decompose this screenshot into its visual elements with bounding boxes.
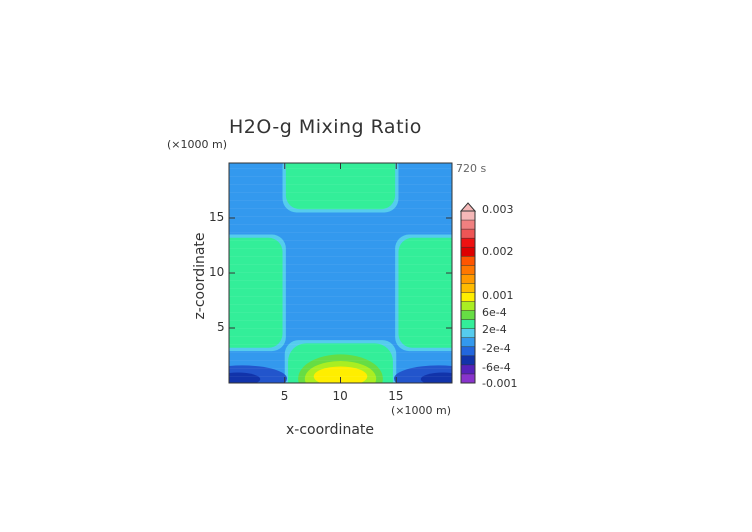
colorbar-swatch <box>461 373 475 384</box>
colorbar-label: 0.003 <box>482 203 514 216</box>
colorbar-swatch <box>461 283 475 293</box>
colorbar-swatch <box>461 301 475 312</box>
colorbar-label: 0.002 <box>482 245 514 258</box>
chart-title: H2O-g Mixing Ratio <box>229 116 422 138</box>
y-axis-label: z-coordinate <box>192 232 208 320</box>
x-axis-unit: (×1000 m) <box>391 404 452 417</box>
colorbar-label: -2e-4 <box>482 342 511 355</box>
colorbar-swatch <box>461 247 475 257</box>
y-tick-label: 5 <box>217 320 225 334</box>
x-tick-label: 15 <box>388 389 404 403</box>
colorbar-swatch <box>461 355 475 366</box>
colorbar-swatch <box>461 328 475 339</box>
colorbar-swatch <box>461 364 475 375</box>
colorbar-swatch <box>461 265 475 275</box>
x-axis-label: x-coordinate <box>286 422 375 438</box>
colorbar-swatch <box>461 238 475 248</box>
z-axis-unit: (×1000 m) <box>167 138 228 151</box>
colorbar-label: 2e-4 <box>482 323 507 336</box>
colorbar-swatch <box>461 337 475 348</box>
colorbar-swatch <box>461 256 475 266</box>
colorbar-swatch <box>461 274 475 284</box>
colorbar-swatch <box>461 310 475 321</box>
colorbar-label: 0.001 <box>482 289 514 302</box>
colorbar-swatch <box>461 220 475 230</box>
colorbar-label: -6e-4 <box>482 361 511 374</box>
colorbar-swatch <box>461 319 475 330</box>
colorbar-swatch <box>461 346 475 357</box>
x-tick-label: 5 <box>280 389 289 403</box>
colorbar-swatch <box>461 229 475 239</box>
axis-ticks <box>229 163 452 383</box>
y-tick-label: 10 <box>209 265 225 279</box>
colorbar-label: 6e-4 <box>482 306 507 319</box>
y-tick-label: 15 <box>209 210 225 224</box>
x-tick-label: 10 <box>332 389 348 403</box>
colorbar-swatch <box>461 211 475 221</box>
colorbar <box>459 202 477 384</box>
colorbar-label: -0.001 <box>482 377 518 390</box>
time-label: 720 s <box>456 162 487 175</box>
colorbar-extend-arrow <box>459 202 477 212</box>
colorbar-swatch <box>461 292 475 303</box>
grid-overlay <box>229 163 452 383</box>
